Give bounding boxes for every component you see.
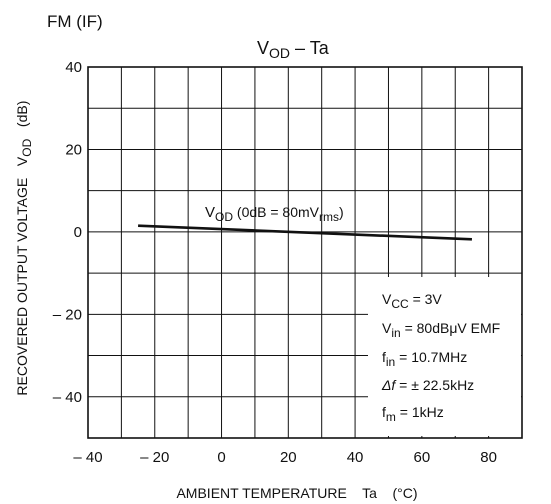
chart-title: VOD – Ta	[257, 38, 330, 61]
condition-deltaf-main: Δf	[381, 377, 397, 393]
y-tick-label: 20	[65, 141, 82, 158]
condition-fm: fm = 1kHz	[382, 404, 444, 424]
y-tick-label: 40	[65, 59, 82, 76]
series-line-vod	[138, 224, 472, 241]
condition-vcc-rest: = 3V	[409, 291, 443, 307]
chart-title-main: V	[257, 38, 269, 58]
x-tick-label: 20	[280, 449, 297, 466]
x-tick-label: 80	[480, 449, 497, 466]
plot-frame	[87, 66, 523, 439]
y-tick-label: – 40	[53, 389, 82, 406]
condition-fm-rest: = 1kHz	[396, 404, 444, 420]
condition-fm-main: f	[382, 404, 386, 420]
y-tick-label: – 20	[53, 306, 82, 323]
condition-vin-sub: in	[391, 326, 400, 340]
y-axis-label-post: (dB)	[14, 101, 30, 139]
chart-title-rest: – Ta	[290, 38, 330, 58]
series-label-mid: (0dB = 80mV	[233, 204, 320, 220]
condition-vcc: VCC = 3V	[382, 291, 442, 311]
condition-deltaf: Δf = ± 22.5kHz	[381, 377, 474, 393]
series-label-sub: OD	[215, 210, 233, 224]
condition-vcc-sub: CC	[391, 297, 409, 311]
condition-vin: Vin = 80dBμV EMF	[382, 320, 500, 340]
conditions-box-bg	[368, 277, 521, 436]
condition-deltaf-rest: = ± 22.5kHz	[395, 377, 474, 393]
condition-fin-rest: = 10.7MHz	[395, 349, 467, 365]
x-tick-label: – 20	[140, 449, 169, 466]
condition-fin: fin = 10.7MHz	[382, 349, 467, 369]
x-tick-label: 40	[347, 449, 364, 466]
condition-vcc-main: V	[382, 291, 392, 307]
y-tick-label: 0	[74, 224, 82, 241]
series-label-end: )	[339, 204, 344, 220]
series-label-main: V	[205, 204, 215, 221]
y-axis-label-pre: RECOVERED OUTPUT VOLTAGE V	[14, 156, 30, 395]
condition-vin-main: V	[382, 320, 392, 336]
chart-title-sub: OD	[269, 45, 290, 61]
x-tick-label: – 40	[73, 449, 102, 466]
series-label-sub2: rms	[319, 210, 339, 224]
conditions-box: VCC = 3V Vin = 80dBμV EMF fin = 10.7MHz …	[368, 277, 521, 436]
series-layer	[138, 224, 472, 241]
condition-vin-rest: = 80dBμV EMF	[401, 320, 501, 336]
chart-header: FM (IF)	[47, 12, 103, 31]
x-axis-label: AMBIENT TEMPERATURE Ta (°C)	[176, 485, 417, 501]
condition-fin-sub: in	[386, 355, 395, 369]
condition-fm-sub: m	[386, 410, 396, 424]
x-tick-label: 0	[217, 449, 225, 466]
condition-fin-main: f	[382, 349, 386, 365]
x-tick-label: 60	[414, 449, 431, 466]
y-axis-label: RECOVERED OUTPUT VOLTAGE VOD (dB)	[14, 89, 34, 415]
x-tick-labels: – 40 – 20 0 20 40 60 80	[73, 449, 497, 466]
series-label: VOD (0dB = 80mVrms)	[205, 204, 344, 224]
y-axis-label-sub: OD	[20, 138, 34, 156]
y-tick-labels: 40 20 0 – 20 – 40	[53, 59, 82, 406]
